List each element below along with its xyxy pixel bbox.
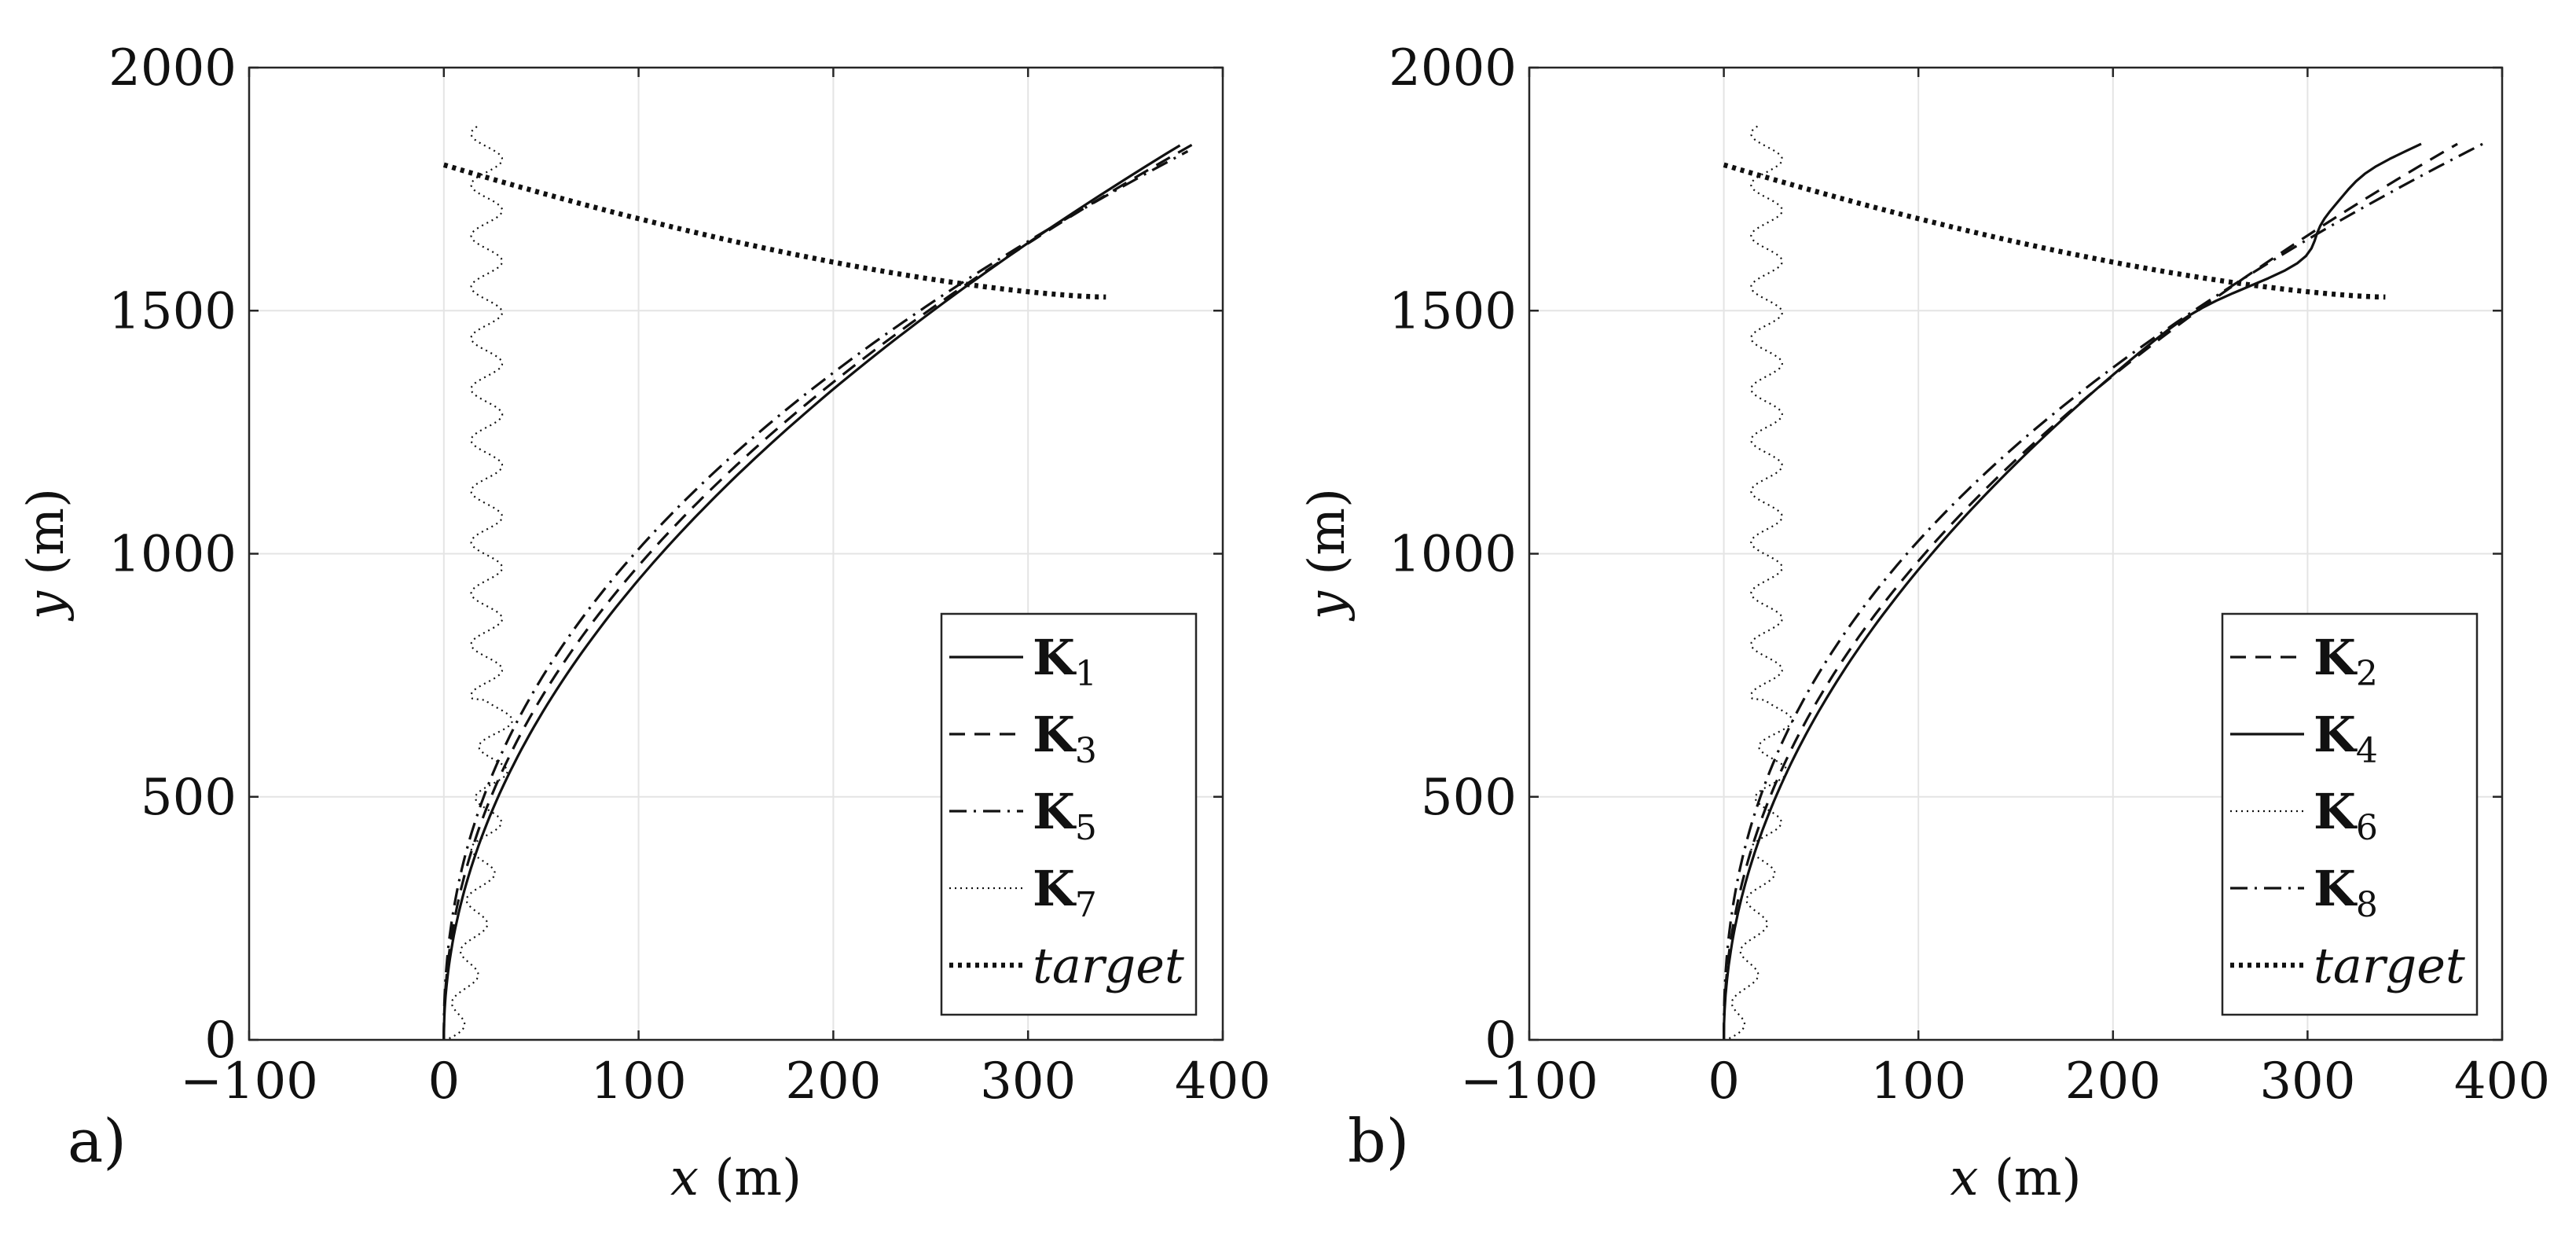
legend-label-main: target (1033, 937, 1184, 994)
legend-label-main: K (1033, 783, 1077, 840)
series-line-k1 (442, 144, 1181, 1041)
y-tick-label: 1500 (108, 282, 237, 340)
legend-label-sub: 7 (1075, 885, 1097, 925)
legend-label-k3: K3 (1033, 706, 1097, 771)
x-tick-label: 400 (1175, 1052, 1271, 1111)
legend-label-k2: K2 (2314, 629, 2378, 694)
panel-label: b) (1348, 1106, 1409, 1176)
y-axis-unit: (m) (1298, 488, 1356, 591)
legend-label-k8: K8 (2314, 860, 2378, 925)
y-tick-label: 2000 (1389, 39, 1517, 97)
legend-label-k7: K7 (1033, 860, 1097, 925)
x-axis-var: x (1950, 1149, 1978, 1207)
x-tick-label: 100 (591, 1052, 687, 1111)
legend-label-main: K (1033, 860, 1077, 917)
x-axis-label: x (m) (670, 1149, 802, 1207)
series-line-k4 (1723, 142, 2422, 1041)
x-axis-var: x (670, 1149, 699, 1207)
y-axis-unit: (m) (17, 488, 75, 591)
x-tick-label: 200 (2065, 1052, 2161, 1111)
series-line-target (1723, 162, 2386, 300)
legend-label-k6: K6 (2314, 783, 2378, 848)
plot-frame (1528, 66, 2504, 1041)
series-line-k6 (1723, 125, 1793, 1041)
y-tick-label: 1000 (1389, 526, 1517, 584)
x-tick-label: 100 (1870, 1052, 1966, 1111)
legend-label-sub: 5 (1075, 808, 1097, 848)
x-tick-label: 200 (785, 1052, 881, 1111)
x-tick-label: −100 (1460, 1052, 1598, 1111)
y-tick-label: 0 (204, 1012, 237, 1070)
legend-box (2221, 612, 2479, 1016)
legend-label-main: K (2314, 860, 2358, 917)
y-tick-label: 0 (1484, 1012, 1517, 1070)
y-tick-label: 500 (141, 769, 237, 827)
y-axis-label: y (m) (1298, 488, 1356, 622)
legend-label-target: target (1033, 937, 1184, 994)
y-tick-label: 1500 (1389, 282, 1517, 340)
legend-box (940, 612, 1198, 1016)
legend-label-sub: 3 (1075, 731, 1097, 771)
series-line-k3 (442, 142, 1194, 1040)
legend-label-k1: K1 (1033, 629, 1097, 694)
legend-label-sub: 1 (1075, 654, 1097, 694)
y-axis-var: y (17, 590, 75, 622)
y-axis-label: y (m) (17, 488, 75, 622)
series-line-k2 (1723, 142, 2458, 1040)
series-line-k8 (1723, 142, 2483, 1040)
legend-label-main: K (2314, 783, 2358, 840)
y-tick-label: 2000 (108, 39, 237, 97)
legend-label-sub: 4 (2356, 731, 2378, 771)
y-tick-label: 1000 (108, 526, 237, 584)
series-line-target (442, 162, 1106, 300)
series-line-k5 (442, 149, 1189, 1040)
x-axis-unit: (m) (1979, 1149, 2082, 1207)
legend-label-main: K (2314, 706, 2358, 763)
plot-frame (248, 66, 1224, 1041)
legend-label-sub: 2 (2356, 654, 2378, 694)
legend-label-main: K (1033, 629, 1077, 686)
legend-label-target: target (2314, 937, 2465, 994)
x-tick-label: −100 (180, 1052, 318, 1111)
x-axis-unit: (m) (699, 1149, 802, 1207)
legend-label-sub: 6 (2356, 808, 2378, 848)
legend-label-main: K (2314, 629, 2358, 686)
y-tick-label: 500 (1421, 769, 1517, 827)
x-tick-label: 400 (2454, 1052, 2550, 1111)
panel-label: a) (68, 1106, 127, 1176)
legend-label-k5: K5 (1033, 783, 1097, 848)
y-axis-var: y (1298, 590, 1356, 622)
x-tick-label: 0 (427, 1052, 460, 1111)
x-tick-label: 300 (2259, 1052, 2355, 1111)
x-tick-label: 300 (980, 1052, 1076, 1111)
legend-label-main: K (1033, 706, 1077, 763)
legend-label-sub: 8 (2356, 885, 2378, 925)
x-axis-label: x (m) (1950, 1149, 2081, 1207)
legend-label-k4: K4 (2314, 706, 2378, 771)
x-tick-label: 0 (1708, 1052, 1740, 1111)
legend-label-main: target (2314, 937, 2465, 994)
